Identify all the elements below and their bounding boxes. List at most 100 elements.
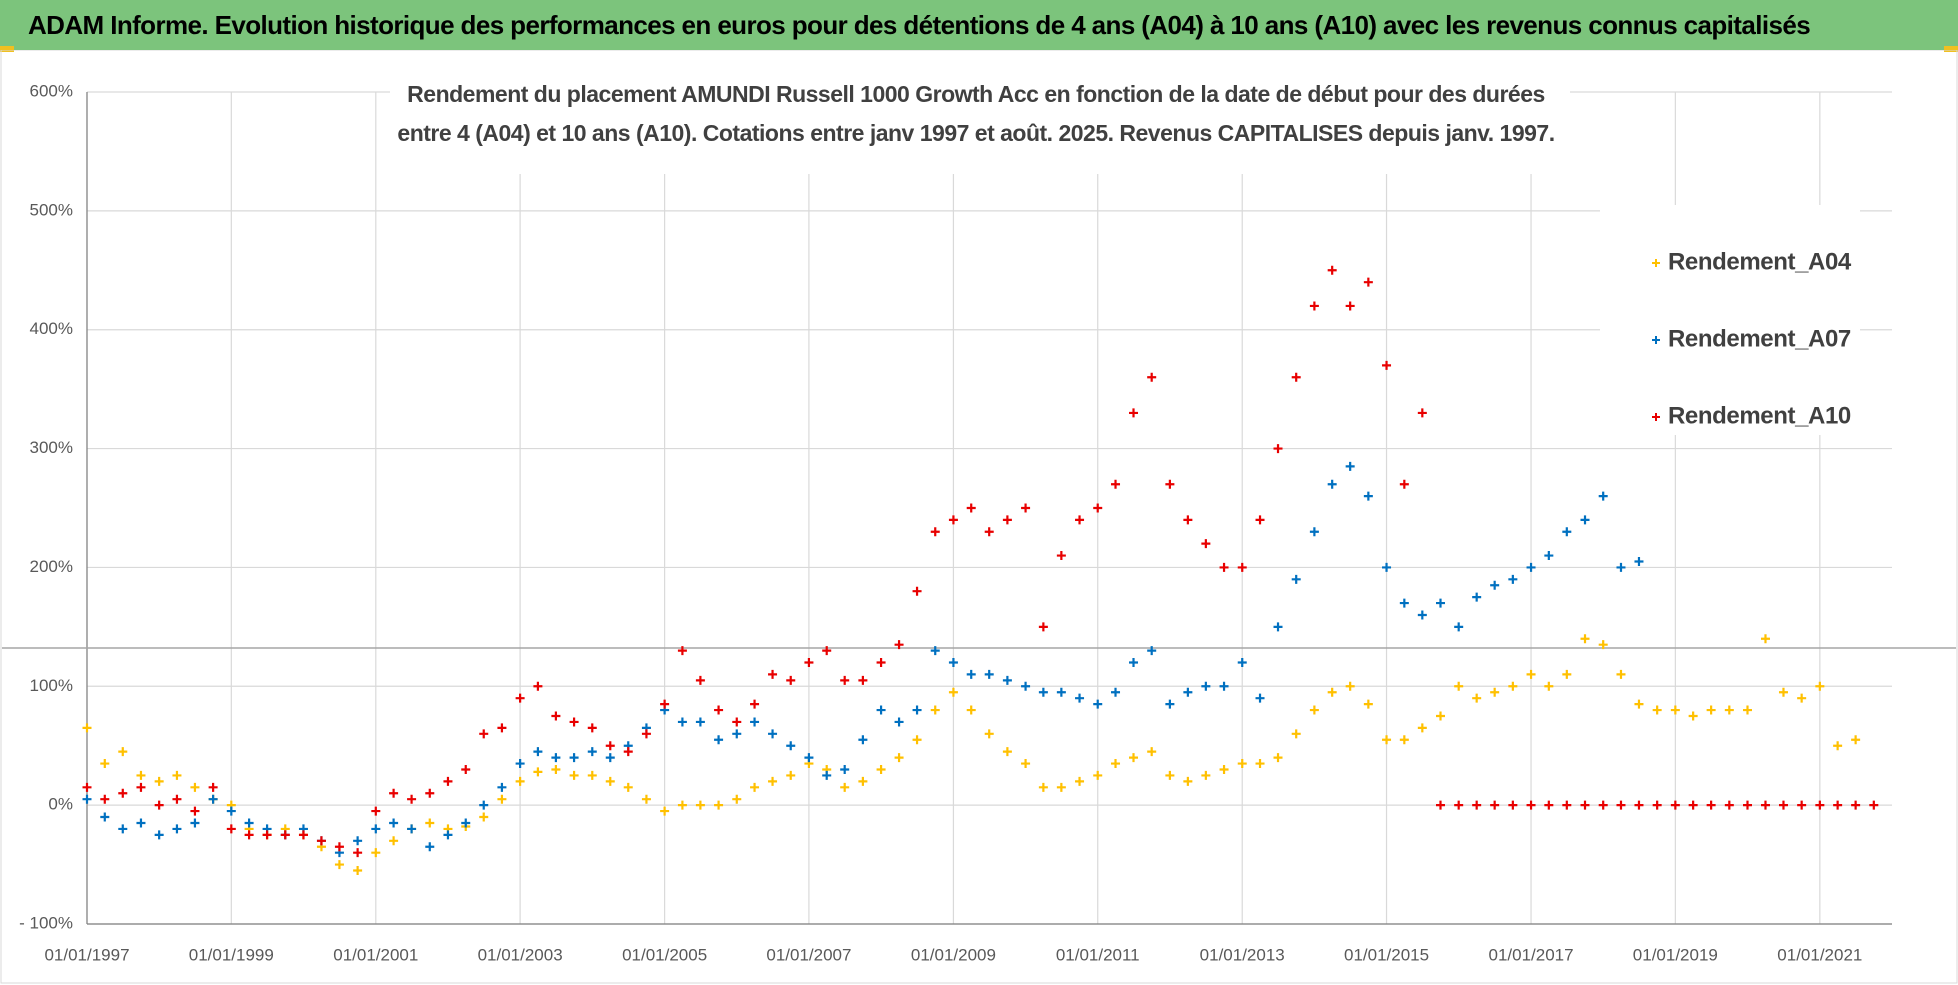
point bbox=[1562, 527, 1572, 537]
point bbox=[1670, 800, 1680, 810]
point bbox=[605, 753, 615, 763]
point bbox=[1724, 800, 1734, 810]
point bbox=[840, 675, 850, 685]
point bbox=[1616, 562, 1626, 572]
point bbox=[714, 705, 724, 715]
x-tick-label: 01/01/2015 bbox=[1344, 945, 1429, 964]
point bbox=[533, 681, 543, 691]
point bbox=[172, 794, 182, 804]
point bbox=[1472, 592, 1482, 602]
point bbox=[371, 806, 381, 816]
point bbox=[316, 836, 326, 846]
point bbox=[1201, 770, 1211, 780]
point bbox=[840, 764, 850, 774]
point bbox=[876, 764, 886, 774]
point bbox=[1093, 503, 1103, 513]
point bbox=[1436, 711, 1445, 721]
point bbox=[461, 764, 471, 774]
point bbox=[1688, 800, 1698, 810]
point bbox=[695, 717, 705, 727]
point bbox=[1363, 491, 1373, 501]
point bbox=[1111, 687, 1121, 697]
y-tick-label: - 100% bbox=[19, 913, 73, 932]
point bbox=[371, 848, 381, 858]
point bbox=[100, 812, 110, 822]
point bbox=[732, 794, 742, 804]
point bbox=[966, 503, 976, 513]
point bbox=[1309, 705, 1319, 715]
x-tick-label: 01/01/2017 bbox=[1488, 945, 1573, 964]
point bbox=[1093, 699, 1103, 709]
point bbox=[1544, 681, 1554, 691]
point bbox=[623, 747, 633, 757]
point bbox=[1002, 515, 1012, 525]
point bbox=[1851, 800, 1861, 810]
point bbox=[1201, 539, 1211, 549]
point bbox=[1002, 747, 1012, 757]
point bbox=[1345, 301, 1355, 311]
point bbox=[587, 770, 597, 780]
chart-title: entre 4 (A04) et 10 ans (A10). Cotations… bbox=[397, 120, 1554, 146]
point bbox=[1038, 687, 1048, 697]
point bbox=[172, 824, 182, 834]
point bbox=[768, 669, 778, 679]
point bbox=[1797, 693, 1807, 703]
point bbox=[677, 646, 687, 656]
point bbox=[858, 675, 868, 685]
x-tick-label: 01/01/2021 bbox=[1777, 945, 1862, 964]
point bbox=[1399, 735, 1409, 745]
point bbox=[1363, 277, 1373, 287]
point bbox=[1815, 681, 1825, 691]
series bbox=[82, 265, 1879, 858]
legend-label: Rendement_A04 bbox=[1668, 248, 1852, 275]
point bbox=[226, 824, 236, 834]
point bbox=[768, 729, 778, 739]
point bbox=[1634, 699, 1644, 709]
point bbox=[1021, 681, 1031, 691]
series bbox=[82, 461, 1644, 858]
point bbox=[587, 747, 597, 757]
point bbox=[1327, 265, 1337, 275]
y-tick-label: 0% bbox=[48, 795, 73, 814]
chart: - 100% 0% 100% 200% 300% 400% 500% 600% 01/01/19… bbox=[0, 50, 1958, 984]
point bbox=[1616, 800, 1626, 810]
x-tick-label: 01/01/2003 bbox=[478, 945, 563, 964]
point bbox=[1255, 693, 1265, 703]
point bbox=[136, 770, 146, 780]
x-tick-label: 01/01/2009 bbox=[911, 945, 996, 964]
point bbox=[1778, 800, 1788, 810]
point bbox=[1382, 360, 1392, 370]
point bbox=[190, 806, 200, 816]
point bbox=[1038, 622, 1048, 632]
point bbox=[804, 658, 814, 668]
point bbox=[1454, 681, 1464, 691]
point bbox=[1526, 800, 1536, 810]
point bbox=[1056, 551, 1066, 561]
y-tick-label: 400% bbox=[30, 319, 73, 338]
point bbox=[353, 836, 363, 846]
point bbox=[1472, 693, 1482, 703]
point bbox=[984, 527, 994, 537]
y-tick-label: 200% bbox=[30, 557, 73, 576]
x-tick-label: 01/01/2001 bbox=[333, 945, 418, 964]
point bbox=[1075, 776, 1085, 786]
point bbox=[948, 658, 958, 668]
y-tick-label: 100% bbox=[30, 676, 73, 695]
point bbox=[1869, 800, 1879, 810]
point bbox=[1598, 800, 1608, 810]
point bbox=[1309, 301, 1319, 311]
point bbox=[1598, 640, 1608, 650]
point bbox=[750, 717, 760, 727]
point bbox=[1237, 562, 1247, 572]
point bbox=[569, 717, 579, 727]
point bbox=[533, 747, 543, 757]
y-tick-label: 300% bbox=[30, 438, 73, 457]
point bbox=[136, 818, 146, 828]
point bbox=[1652, 705, 1662, 715]
point bbox=[1634, 800, 1644, 810]
point bbox=[822, 646, 832, 656]
point bbox=[515, 759, 525, 769]
point bbox=[677, 800, 687, 810]
point bbox=[353, 866, 363, 876]
point bbox=[912, 705, 922, 715]
